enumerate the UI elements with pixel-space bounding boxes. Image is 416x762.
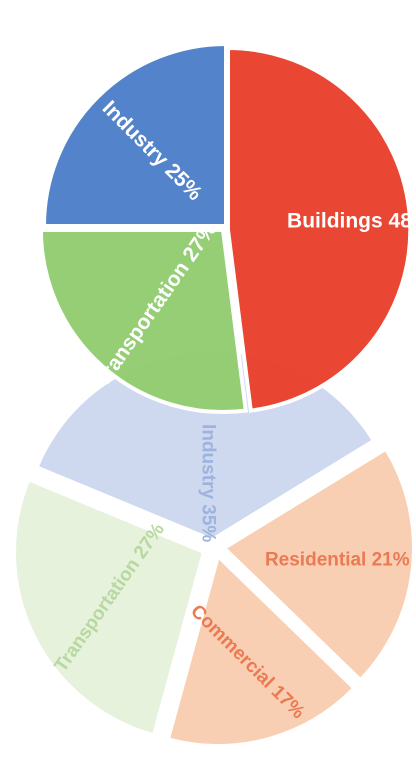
pie-slice-transportation bbox=[38, 228, 249, 415]
pie-slice-residential bbox=[220, 445, 416, 684]
pie-slice-commercial bbox=[165, 552, 358, 748]
pie-slice-buildings bbox=[226, 45, 413, 413]
top-pie-chart: Buildings 48%Transportation 27%Industry … bbox=[38, 41, 416, 415]
bottom-pie-chart: Industry 35%Residential 21%Commercial 17… bbox=[12, 348, 416, 748]
pie-slice-transportation bbox=[12, 476, 207, 738]
pie-slice-industry bbox=[41, 41, 228, 228]
slice-label-buildings: Buildings 48% bbox=[287, 209, 416, 232]
slice-label-residential: Residential 21% bbox=[265, 550, 410, 571]
slice-label-industry: Industry 35% bbox=[197, 424, 218, 542]
